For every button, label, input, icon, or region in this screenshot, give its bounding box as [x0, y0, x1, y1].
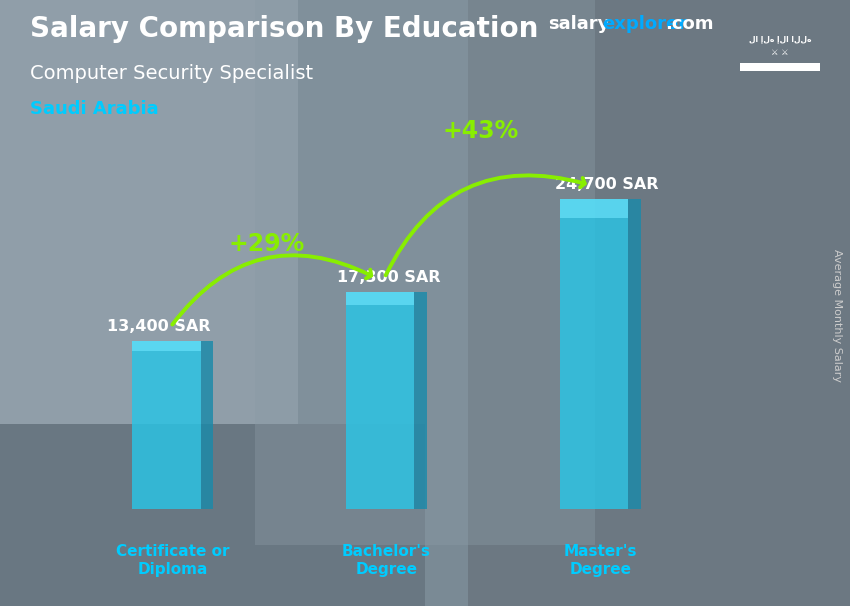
- Text: Certificate or
Diploma: Certificate or Diploma: [116, 544, 230, 576]
- Text: Bachelor's
Degree: Bachelor's Degree: [342, 544, 431, 576]
- Text: Salary Comparison By Education: Salary Comparison By Education: [30, 15, 538, 43]
- Text: لا إله إلا الله: لا إله إلا الله: [749, 34, 811, 43]
- Bar: [133, 341, 201, 351]
- Text: Master's
Degree: Master's Degree: [564, 544, 638, 576]
- Bar: [560, 199, 628, 218]
- Text: Computer Security Specialist: Computer Security Specialist: [30, 64, 313, 82]
- Bar: [133, 341, 201, 509]
- Bar: [255, 0, 595, 545]
- Bar: [0, 424, 425, 606]
- Polygon shape: [201, 341, 213, 509]
- Text: .com: .com: [666, 15, 714, 33]
- Bar: [468, 0, 850, 606]
- Text: Saudi Arabia: Saudi Arabia: [30, 100, 158, 118]
- Bar: [740, 63, 820, 71]
- Bar: [560, 199, 628, 509]
- Text: ⚔ ⚔: ⚔ ⚔: [771, 48, 789, 57]
- Bar: [0, 0, 298, 424]
- Text: 17,300 SAR: 17,300 SAR: [337, 270, 441, 285]
- Bar: [346, 292, 415, 305]
- Bar: [346, 292, 415, 509]
- Text: 13,400 SAR: 13,400 SAR: [106, 319, 210, 334]
- Polygon shape: [628, 199, 641, 509]
- Text: 24,700 SAR: 24,700 SAR: [556, 177, 659, 192]
- Polygon shape: [415, 292, 428, 509]
- Text: explorer: explorer: [602, 15, 687, 33]
- Text: salary: salary: [548, 15, 609, 33]
- Text: +29%: +29%: [229, 232, 305, 256]
- Text: +43%: +43%: [443, 119, 518, 143]
- Text: Average Monthly Salary: Average Monthly Salary: [832, 248, 842, 382]
